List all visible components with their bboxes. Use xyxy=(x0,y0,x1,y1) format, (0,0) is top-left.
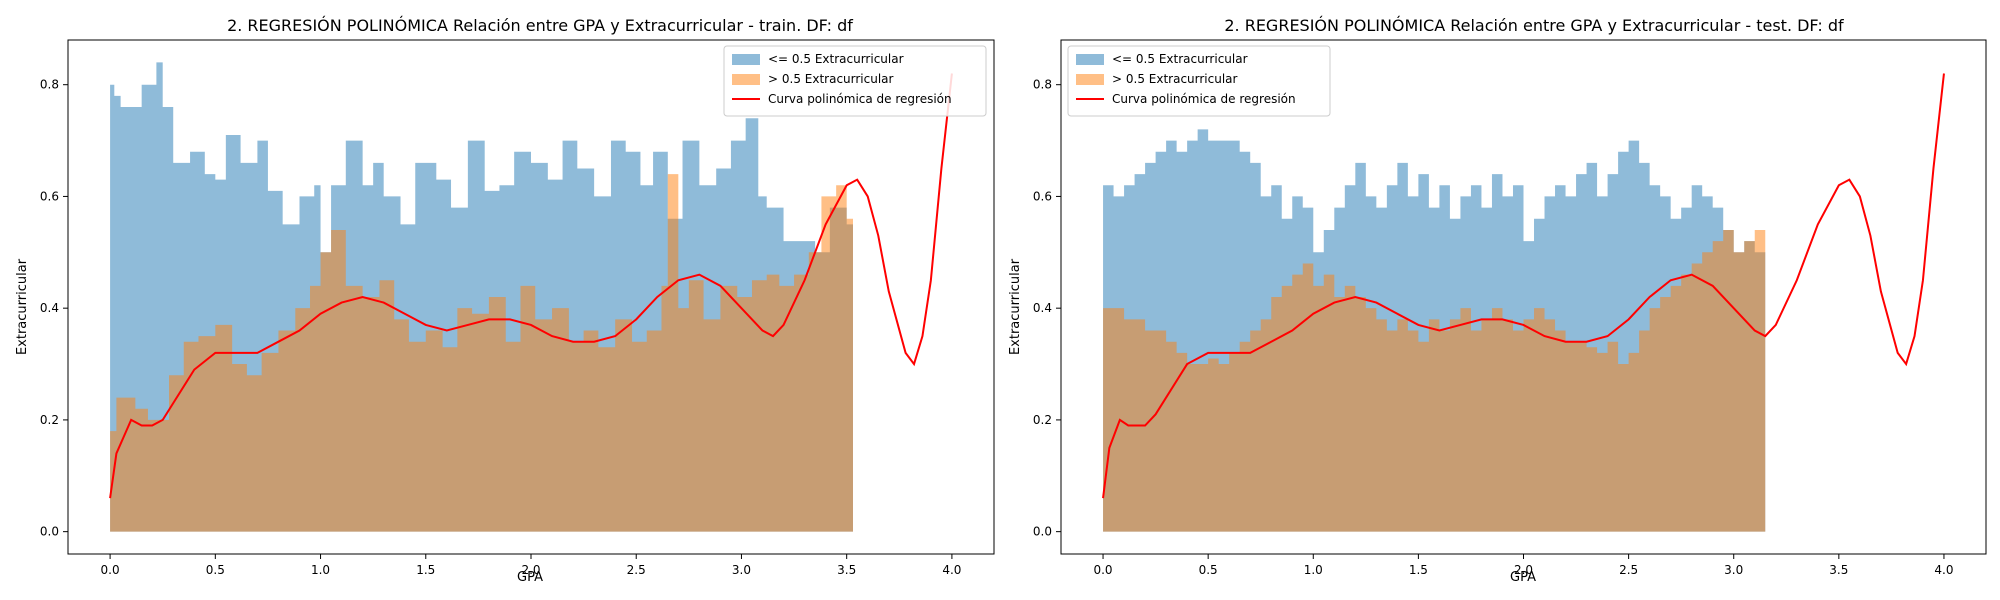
x-tick-label: 4.0 xyxy=(942,563,961,577)
y-axis-label: Extracurricular xyxy=(1008,258,1023,355)
x-tick-label: 3.5 xyxy=(1829,563,1848,577)
legend-box xyxy=(1067,45,1331,117)
legend-swatch xyxy=(732,74,760,85)
y-axis-label: Extracurricular xyxy=(15,258,30,355)
x-tick-label: 2.0 xyxy=(521,563,540,577)
legend-box xyxy=(723,45,987,117)
x-axis-label: GPA xyxy=(1510,570,1536,585)
area-series-high xyxy=(110,174,853,532)
x-tick-label: 0.5 xyxy=(1199,563,1218,577)
y-tick-label: 0.6 xyxy=(1033,189,1052,203)
y-tick-label: 0.4 xyxy=(40,301,59,315)
legend-label: <= 0.5 Extracurricular xyxy=(1112,52,1248,66)
legend-swatch xyxy=(1076,54,1104,65)
plot-area: 0.0 0.5 1.0 1.5 2.0 2.5 3.0 3.5 4.0 0.0 0.2 0.4 0.6 0… xyxy=(1033,39,1987,577)
train-chart-panel: 2. REGRESIÓN POLINÓMICA Relación entre G… xyxy=(15,16,995,585)
y-tick-label: 0.4 xyxy=(1033,301,1052,315)
y-tick-label: 0.6 xyxy=(40,189,59,203)
y-tick-label: 0.2 xyxy=(40,413,59,427)
chart-title: 2. REGRESIÓN POLINÓMICA Relación entre G… xyxy=(227,16,853,35)
y-tick-label: 0.0 xyxy=(1033,525,1052,539)
x-tick-label: 2.5 xyxy=(627,563,646,577)
y-tick-label: 0.8 xyxy=(40,78,59,92)
x-tick-label: 0.5 xyxy=(206,563,225,577)
x-tick-label: 3.0 xyxy=(732,563,751,577)
x-tick-label: 3.5 xyxy=(837,563,856,577)
x-tick-label: 1.5 xyxy=(416,563,435,577)
plot-area: 0.0 0.5 1.0 1.5 2.0 2.5 3.0 3.5 4.0 0.0 0.2 0.4 0.6 0… xyxy=(40,39,995,577)
legend-label: > 0.5 Extracurricular xyxy=(768,72,894,86)
x-tick-label: 2.5 xyxy=(1619,563,1638,577)
y-tick-label: 0.0 xyxy=(40,525,59,539)
regression-curve-line xyxy=(1102,73,1945,499)
x-tick-label: 1.0 xyxy=(311,563,330,577)
legend-label: Curva polinómica de regresión xyxy=(1112,92,1296,106)
legend-swatch xyxy=(732,54,760,65)
legend-swatch xyxy=(1076,74,1104,85)
x-tick-label: 1.5 xyxy=(1409,563,1428,577)
legend-label: Curva polinómica de regresión xyxy=(768,92,952,106)
regression-curve-line xyxy=(109,73,953,499)
legend: <= 0.5 Extracurricular > 0.5 Extracurricu… xyxy=(723,45,987,117)
legend-label: > 0.5 Extracurricular xyxy=(1112,72,1238,86)
area-series-high xyxy=(1103,229,1766,532)
x-tick-label: 1.0 xyxy=(1304,563,1323,577)
x-tick-label: 4.0 xyxy=(1934,563,1953,577)
y-tick-label: 0.8 xyxy=(1033,78,1052,92)
x-tick-label: 0.0 xyxy=(1093,563,1112,577)
legend: <= 0.5 Extracurricular > 0.5 Extracurricu… xyxy=(1067,45,1331,117)
test-chart-panel: 2. REGRESIÓN POLINÓMICA Relación entre G… xyxy=(1008,16,1987,585)
chart-title: 2. REGRESIÓN POLINÓMICA Relación entre G… xyxy=(1224,16,1844,35)
x-tick-label: 3.0 xyxy=(1724,563,1743,577)
x-tick-label: 2.0 xyxy=(1514,563,1533,577)
y-tick-label: 0.2 xyxy=(1033,413,1052,427)
x-tick-label: 0.0 xyxy=(101,563,120,577)
legend-label: <= 0.5 Extracurricular xyxy=(768,52,904,66)
x-axis-label: GPA xyxy=(517,570,543,585)
